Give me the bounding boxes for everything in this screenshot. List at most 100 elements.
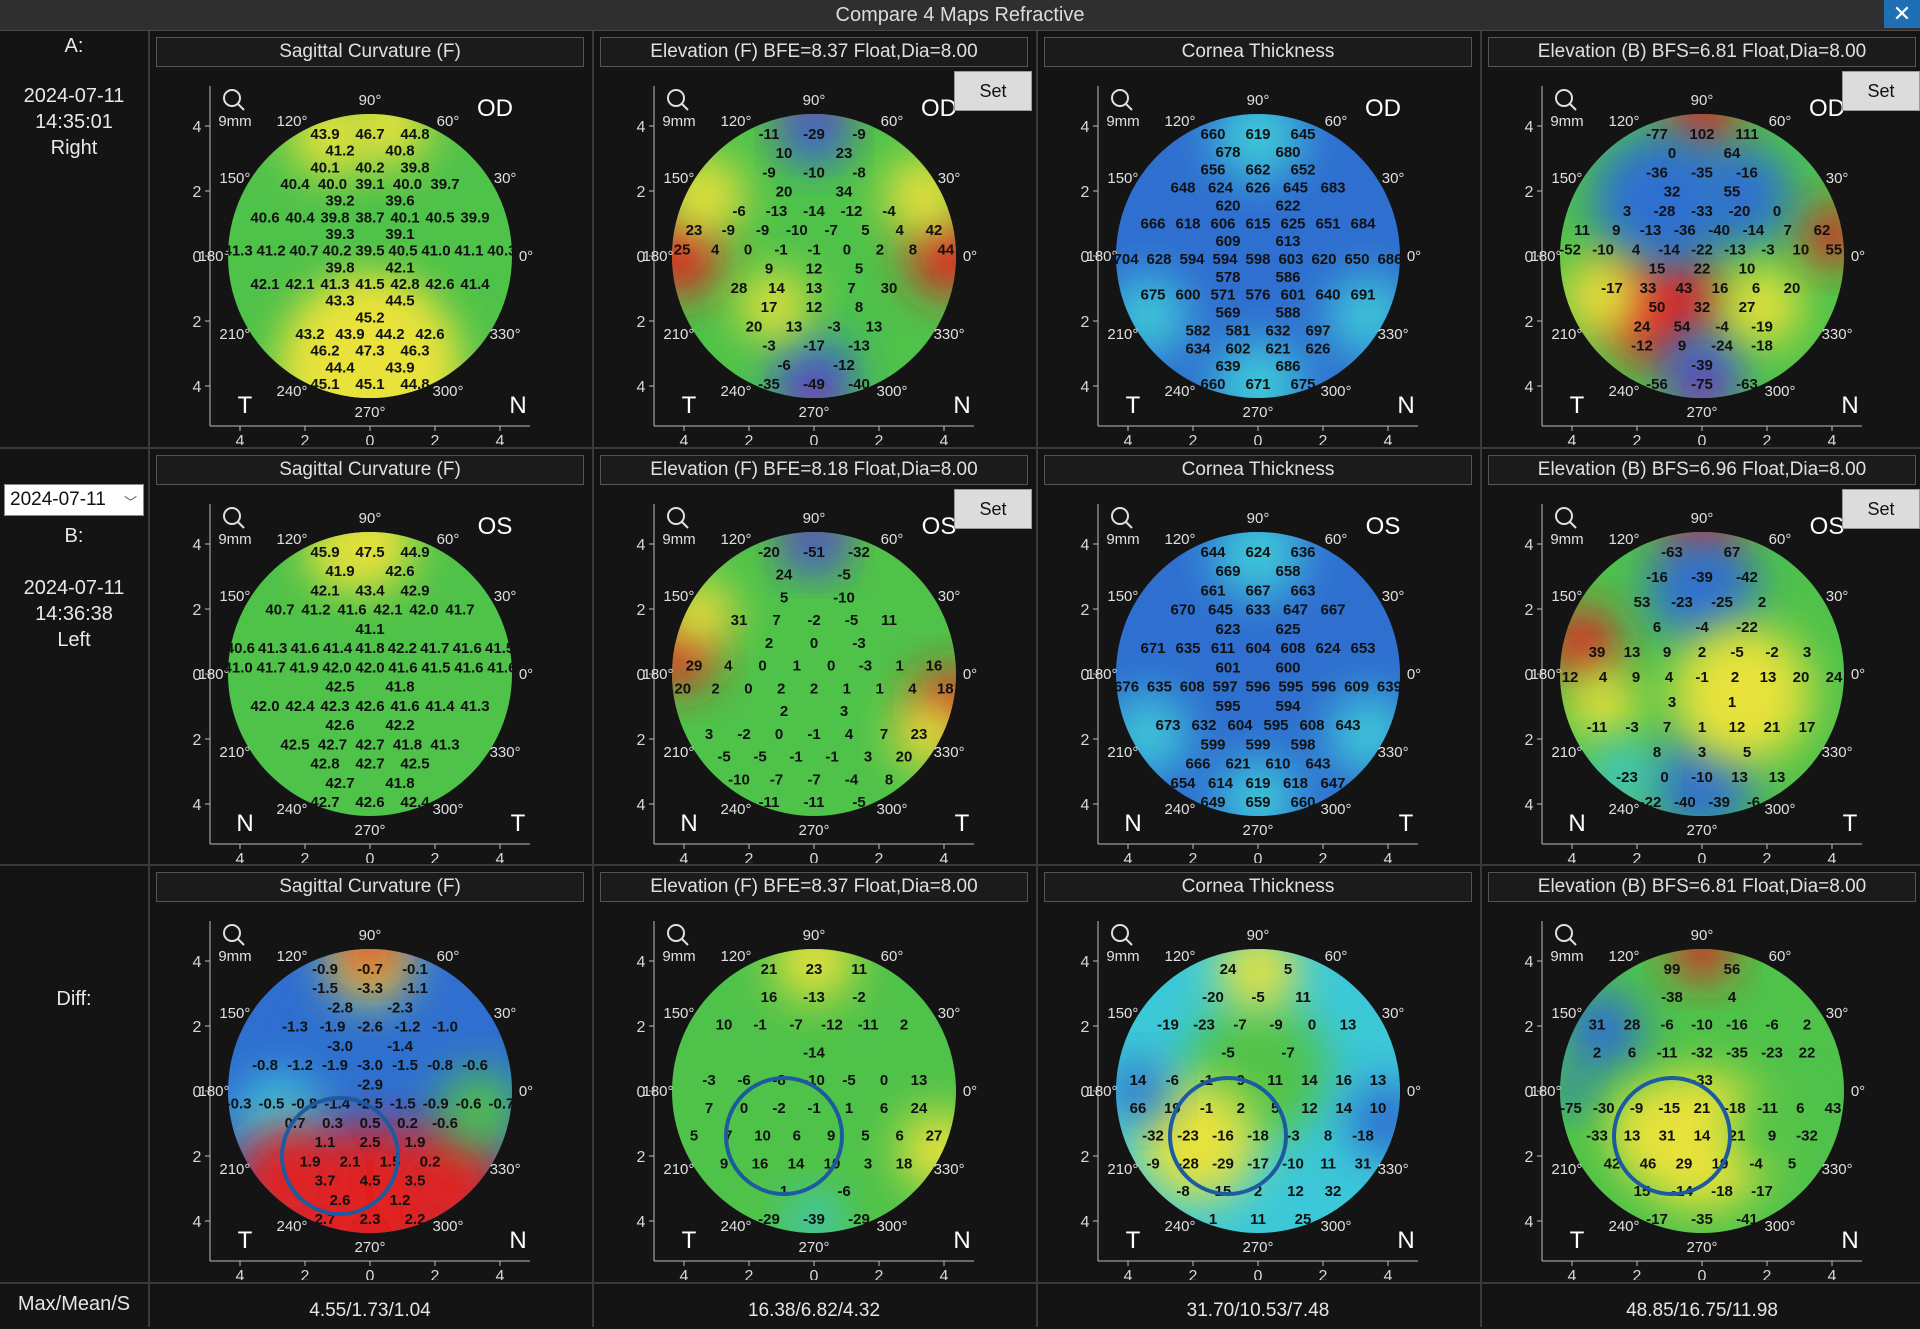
map-value: -0.6 <box>462 1057 488 1074</box>
y-tick-label: 4 <box>637 954 646 971</box>
angle-label: 60° <box>1325 531 1348 548</box>
map-value: 2.5 <box>360 1134 381 1151</box>
magnifier-icon <box>223 89 245 111</box>
x-tick-label: 2 <box>875 851 884 863</box>
map-value: -2.3 <box>387 999 413 1016</box>
close-button[interactable]: ✕ <box>1884 0 1920 28</box>
set-button[interactable]: Set <box>1842 489 1920 529</box>
map-value: 66 <box>1130 1100 1147 1117</box>
map-value: 600 <box>1175 287 1200 304</box>
angle-label: 150° <box>1107 1005 1138 1022</box>
x-tick-label: 4 <box>1828 433 1837 445</box>
label-b: B: <box>64 525 84 547</box>
pupil-circle <box>1612 1076 1732 1196</box>
map-value: 3 <box>864 749 872 766</box>
angle-label: 90° <box>1247 92 1270 109</box>
set-button[interactable]: Set <box>954 489 1032 529</box>
map-title: Cornea Thickness <box>1044 455 1472 485</box>
map-value: 11 <box>1320 1155 1336 1172</box>
map-value: -39 <box>1691 569 1713 586</box>
angle-label: 240° <box>720 383 751 400</box>
angle-label: 270° <box>1242 404 1273 421</box>
map-value: 2 <box>1237 1100 1245 1117</box>
angle-label: 90° <box>803 927 826 944</box>
map-value: 7 <box>705 1100 713 1117</box>
map-value: 42.7 <box>318 736 347 753</box>
x-tick-label: 4 <box>940 1268 949 1280</box>
color-field <box>1560 532 1844 816</box>
map-value: 623 <box>1215 621 1240 638</box>
angle-label: 120° <box>276 531 307 548</box>
left-orientation-mark: T <box>238 1227 253 1254</box>
map-value: 625 <box>1275 621 1300 638</box>
map-value: 32 <box>1694 299 1711 316</box>
x-tick-label: 4 <box>1384 433 1393 445</box>
map-value: 601 <box>1215 659 1240 676</box>
set-button[interactable]: Set <box>954 71 1032 111</box>
b-date-select[interactable]: 2024-07-11 ﹀ <box>4 484 144 516</box>
map-value: 7 <box>1784 222 1792 239</box>
close-icon: ✕ <box>1892 1 1912 26</box>
map-value: 41.2 <box>256 243 285 260</box>
map-value: -6 <box>732 203 745 220</box>
x-tick-label: 0 <box>1254 433 1263 445</box>
map-value: 33 <box>1640 280 1657 297</box>
map-value: 4 <box>845 726 854 743</box>
x-tick-label: 4 <box>1828 851 1837 863</box>
angle-label: 300° <box>1320 801 1351 818</box>
map-value: -63 <box>1661 544 1683 561</box>
map-value: 40.2 <box>355 159 384 176</box>
angle-label: 150° <box>1551 588 1582 605</box>
map-value: 40.7 <box>289 243 318 260</box>
map-value: -0.6 <box>456 1096 482 1113</box>
map-value: 613 <box>1275 233 1300 250</box>
eye-label: OD <box>477 95 513 122</box>
map-value: -1.9 <box>320 1019 346 1036</box>
eye-label: OD <box>1365 95 1401 122</box>
map-value: 4 <box>724 658 733 675</box>
map-value: -1 <box>753 1017 766 1034</box>
map-value: 41.5 <box>421 659 450 676</box>
eye-label: OS <box>1366 513 1401 540</box>
map-value: 31 <box>1589 1017 1606 1034</box>
map-value: 22 <box>1694 261 1711 278</box>
map-value: 619 <box>1245 775 1270 792</box>
map-value: 42.7 <box>355 736 384 753</box>
map-value: 697 <box>1305 322 1330 339</box>
map-value: 2 <box>777 680 785 697</box>
map-value: 1 <box>1698 719 1706 736</box>
map-value: 8 <box>855 299 863 316</box>
x-tick-label: 2 <box>1189 851 1198 863</box>
map-value: -1 <box>807 726 820 743</box>
map-value: -5 <box>717 749 730 766</box>
map-value: 42.5 <box>400 756 429 773</box>
map-value: 1 <box>896 658 904 675</box>
map-value: 667 <box>1320 602 1345 619</box>
set-button[interactable]: Set <box>1842 71 1920 111</box>
map-value: -18 <box>1724 1100 1746 1117</box>
map-value: -1.4 <box>387 1038 414 1055</box>
map-value: 9 <box>827 1128 835 1145</box>
map-value: 8 <box>1324 1128 1332 1145</box>
map-value: 45.1 <box>355 376 384 393</box>
map-value: -17 <box>1247 1155 1269 1172</box>
map-value: 633 <box>1245 602 1270 619</box>
map-value: 624 <box>1208 180 1234 197</box>
map-value: 6 <box>793 1128 801 1145</box>
map-value: 7 <box>880 726 888 743</box>
x-tick-label: 0 <box>810 433 819 445</box>
map-value: 0 <box>810 635 818 652</box>
map-value: 42.2 <box>388 640 417 657</box>
